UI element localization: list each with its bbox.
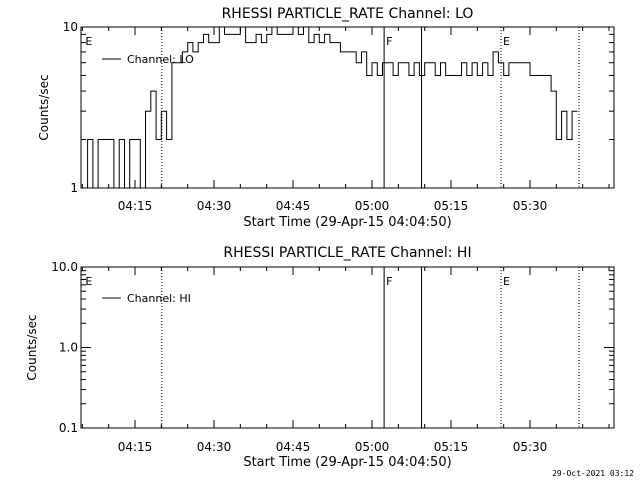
y-tick-label: 1 [70,181,78,195]
x-tick-label: 04:45 [276,440,311,454]
event-marker-label: E [503,35,510,48]
event-marker-label: E [503,275,510,288]
x-tick-label: 05:30 [513,440,548,454]
plot-frame [80,26,615,189]
x-tick-label: 05:00 [355,440,390,454]
chart-title: RHESSI PARTICLE_RATE Channel: LO [222,6,474,22]
event-marker-label: F [386,35,392,48]
x-tick-label: 05:15 [434,440,469,454]
x-axis-label: Start Time (29-Apr-15 04:04:50) [243,455,451,470]
legend-label: Channel: HI [127,292,191,305]
x-tick-label: 05:30 [513,199,548,213]
x-tick-label: 04:30 [197,199,232,213]
x-tick-label: 04:30 [197,440,232,454]
event-marker-label: E [85,275,92,288]
event-marker-label: E [85,35,92,48]
y-tick-label: 10 [63,20,78,34]
y-axis-label: Counts/sec [25,314,39,380]
y-tick-label: 10.0 [51,260,78,274]
x-tick-label: 04:15 [118,440,153,454]
x-axis-label: Start Time (29-Apr-15 04:04:50) [243,215,451,230]
y-tick-label: 0.1 [59,421,78,435]
chart-1: RHESSI PARTICLE_RATE Channel: LO Start Ti… [37,6,615,230]
x-tick-label: 04:15 [118,199,153,213]
chart-2: RHESSI PARTICLE_RATE Channel: HI Start Ti… [25,245,615,470]
x-tick-label: 04:45 [276,199,311,213]
x-tick-label: 05:00 [355,199,390,213]
footer-timestamp: 29-Oct-2021 03:12 [552,469,634,478]
y-tick-label: 1.0 [59,341,78,355]
x-tick-label: 05:15 [434,199,469,213]
event-marker-label: F [386,275,392,288]
legend-label: Channel: LO [127,53,194,66]
y-axis-label: Counts/sec [37,74,51,140]
chart-title: RHESSI PARTICLE_RATE Channel: HI [223,245,471,261]
series-line-lo [82,26,578,189]
